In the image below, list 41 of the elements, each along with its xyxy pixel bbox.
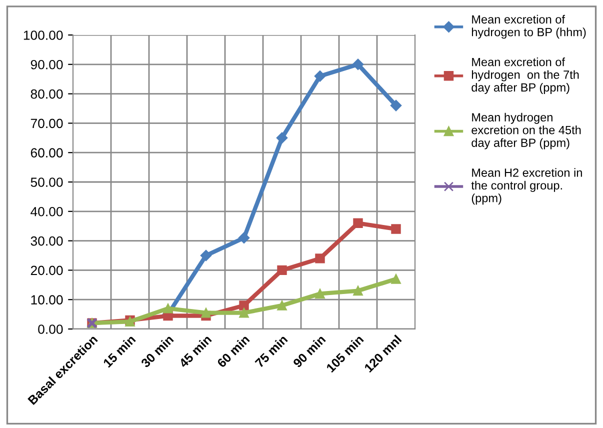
x-tick-label: 90 min bbox=[292, 334, 326, 368]
point bbox=[239, 308, 249, 318]
legend-label: Mean excretion of hydrogen on the 7th day after BP (ppm) bbox=[472, 58, 579, 94]
legend-label: Mean excretion of hydrogen to BP (hhm) bbox=[472, 14, 586, 39]
point bbox=[277, 300, 287, 310]
point bbox=[163, 304, 173, 314]
point bbox=[315, 288, 325, 299]
point bbox=[239, 300, 249, 310]
point bbox=[276, 132, 288, 144]
point bbox=[390, 100, 402, 112]
y-tick-label: 70.00 bbox=[30, 118, 63, 128]
y-tick-label: 40.00 bbox=[30, 206, 63, 216]
point bbox=[353, 286, 363, 296]
x-tick-label: 30 min bbox=[140, 334, 174, 368]
legend-label: Mean H2 excretion in the control group. (ppm) bbox=[471, 168, 582, 205]
y-tick-label: 0.00 bbox=[38, 324, 63, 334]
point bbox=[315, 254, 325, 264]
legend-label: Mean hydrogen excretion on the 45th day after BP (ppm) bbox=[472, 112, 581, 150]
x-tick-label: 45 min bbox=[178, 334, 212, 368]
y-tick-label: 90.00 bbox=[30, 60, 63, 70]
x-tick-label: 15 min bbox=[102, 334, 136, 368]
point bbox=[352, 58, 364, 70]
point bbox=[201, 308, 211, 318]
point bbox=[238, 232, 250, 244]
x-tick-label: 60 min bbox=[216, 334, 250, 368]
y-tick-label: 50.00 bbox=[30, 178, 63, 187]
point bbox=[314, 70, 326, 82]
point bbox=[277, 265, 287, 276]
y-tick-label: 80.00 bbox=[30, 89, 63, 99]
point bbox=[353, 218, 363, 228]
y-tick-label: 100.00 bbox=[24, 30, 63, 40]
point bbox=[391, 274, 401, 284]
x-tick-label: 105 min bbox=[326, 334, 364, 373]
y-tick-label: 10.00 bbox=[31, 295, 63, 305]
x-tick-label: 120 mnl bbox=[364, 334, 402, 373]
point bbox=[200, 250, 212, 262]
y-tick-label: 20.00 bbox=[30, 266, 63, 276]
x-tick-label: 75 min bbox=[254, 334, 288, 368]
point bbox=[391, 224, 401, 234]
y-tick-label: 60.00 bbox=[30, 148, 63, 158]
y-tick-label: 30.00 bbox=[30, 236, 63, 246]
